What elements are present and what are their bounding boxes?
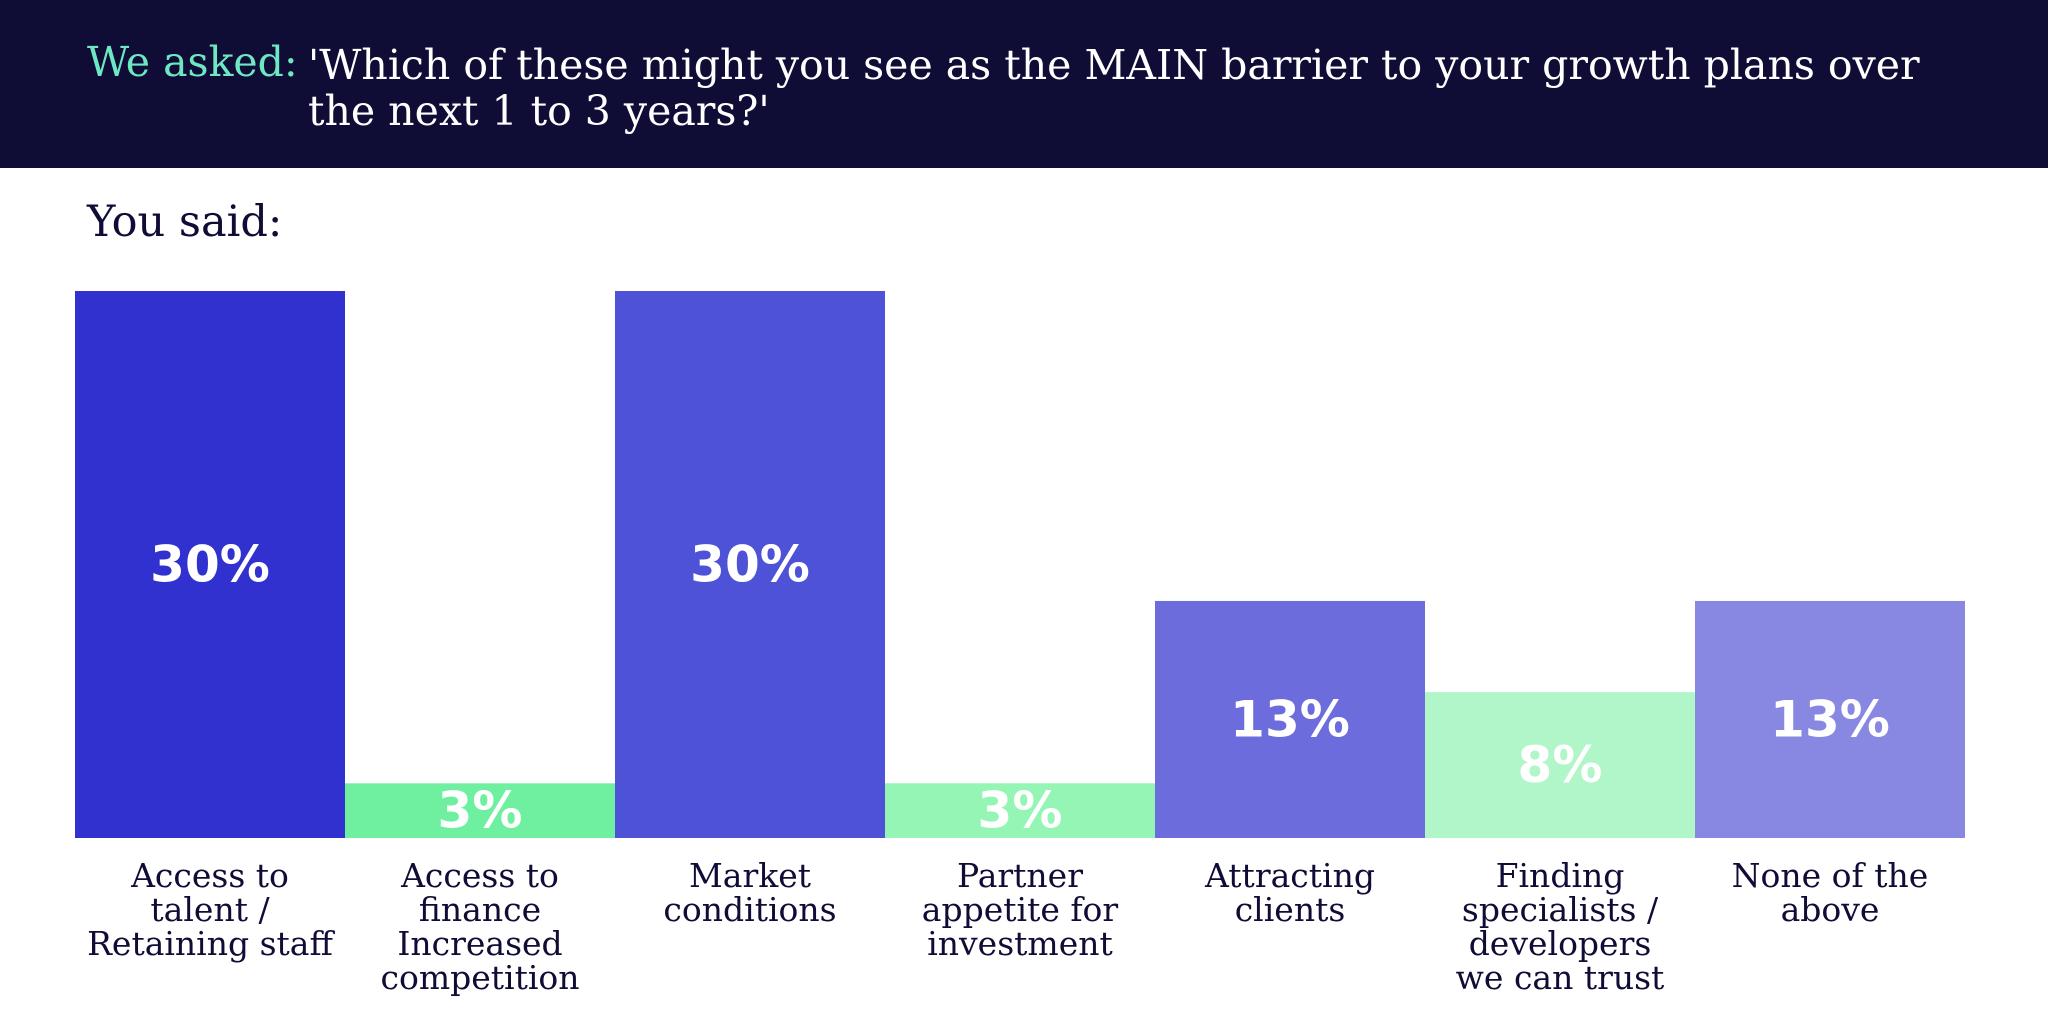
bar-value-label-3: 3%: [978, 782, 1063, 840]
category-label-5: Finding specialists / developers we can tru…: [1456, 856, 1665, 997]
category-label-2: Market conditions: [663, 856, 836, 929]
bar-2: [615, 291, 885, 838]
bar-value-label-2: 30%: [690, 536, 810, 594]
bar-4: [1155, 600, 1425, 838]
you-said-label: You said:: [87, 197, 283, 247]
category-label-0: Access to talent / Retaining staff: [87, 856, 335, 963]
category-label-4: Attracting clients: [1204, 856, 1375, 929]
bar-value-label-4: 13%: [1230, 690, 1350, 748]
bar-3: [885, 783, 1155, 838]
bar-value-label-5: 8%: [1518, 736, 1603, 794]
category-label-1: Access to finance Increased competition: [380, 856, 579, 997]
bar-value-label-6: 13%: [1770, 690, 1890, 748]
category-label-3: Partner appetite for investment: [922, 856, 1119, 963]
category-label-6: None of the above: [1732, 856, 1929, 929]
bar-1: [345, 783, 615, 838]
bar-6: [1695, 600, 1965, 838]
bar-value-label-1: 3%: [438, 782, 523, 840]
bar-value-label-0: 30%: [150, 536, 270, 594]
survey-question: 'Which of these might you see as the MAI…: [308, 41, 1920, 135]
bar-0: [75, 291, 345, 838]
we-asked-label: We asked:: [87, 38, 298, 86]
bar-5: [1425, 692, 1695, 838]
header-banner: We asked: 'Which of these might you see …: [0, 0, 2048, 168]
